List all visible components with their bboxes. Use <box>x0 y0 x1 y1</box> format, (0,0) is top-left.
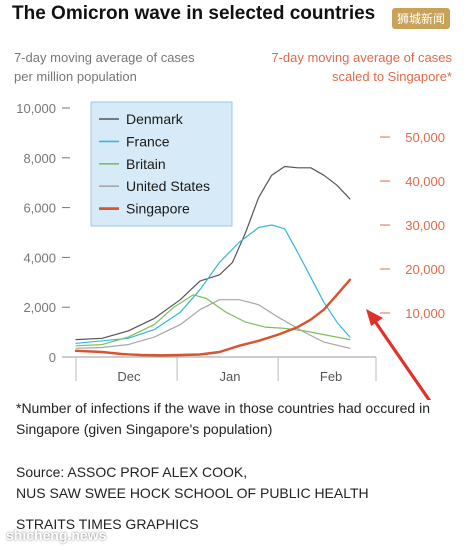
arrow-head <box>366 309 383 326</box>
left-tick-label: 2,000 <box>23 300 56 315</box>
x-tick-label: Feb <box>320 369 342 384</box>
right-tick-label: 40,000 <box>405 174 445 189</box>
right-axis-title-line-1: 7-day moving average of cases <box>271 50 452 65</box>
right-tick-label: 50,000 <box>405 130 445 145</box>
series-line-denmark <box>75 165 351 341</box>
chart-svg: 0 2,000 4,000 6,000 8,000 10,000 10,000 20,000 3… <box>16 101 445 400</box>
legend-label: Britain <box>126 156 166 172</box>
left-tick-label: 4,000 <box>23 250 56 265</box>
right-axis-title-line-2: scaled to Singapore* <box>332 69 452 84</box>
right-tick-label: 20,000 <box>405 262 445 277</box>
source-line-2: NUS SAW SWEE HOCK SCHOOL OF PUBLIC HEALT… <box>16 485 369 501</box>
left-tick-label: 0 <box>49 350 56 365</box>
left-tick-label: 8,000 <box>23 151 56 166</box>
legend: Denmark France Britain United States Singapo… <box>90 101 233 227</box>
right-tick-label: 30,000 <box>405 218 445 233</box>
legend-label: France <box>126 133 170 149</box>
axis-layer: 0 2,000 4,000 6,000 8,000 10,000 10,000 20,000 3… <box>16 101 445 384</box>
arrow-shaft <box>372 318 432 400</box>
right-tick-label: 10,000 <box>405 306 445 321</box>
legend-label: Denmark <box>126 111 184 127</box>
annotation-arrow <box>366 309 432 400</box>
left-axis-title-line-1: 7-day moving average of cases <box>14 50 195 65</box>
left-tick-label: 6,000 <box>23 201 56 216</box>
graphics-credit: STRAITS TIMES GRAPHICS <box>16 516 199 532</box>
legend-label: United States <box>126 178 210 194</box>
watermark-bottom: shicheng.news <box>6 527 107 543</box>
x-tick-label: Dec <box>117 369 141 384</box>
chart-title: The Omicron wave in selected countries <box>12 3 376 24</box>
legend-label: Singapore <box>126 201 190 217</box>
x-tick-label: Jan <box>220 369 241 384</box>
series-line-united-states <box>75 299 351 349</box>
left-tick-label: 10,000 <box>16 101 56 116</box>
footnote: *Number of infections if the wave in tho… <box>16 400 431 437</box>
series-layer <box>74 165 352 357</box>
series-line-france <box>75 224 351 344</box>
source-line-1: Source: ASSOC PROF ALEX COOK, <box>16 464 248 480</box>
series-line-singapore <box>74 278 352 357</box>
left-axis-title-line-2: per million population <box>14 69 137 84</box>
watermark-top: 狮城新闻 <box>392 8 451 29</box>
right-axis-title: 7-day moving average of cases scaled to … <box>271 48 452 86</box>
left-axis-title: 7-day moving average of cases per millio… <box>14 48 195 86</box>
